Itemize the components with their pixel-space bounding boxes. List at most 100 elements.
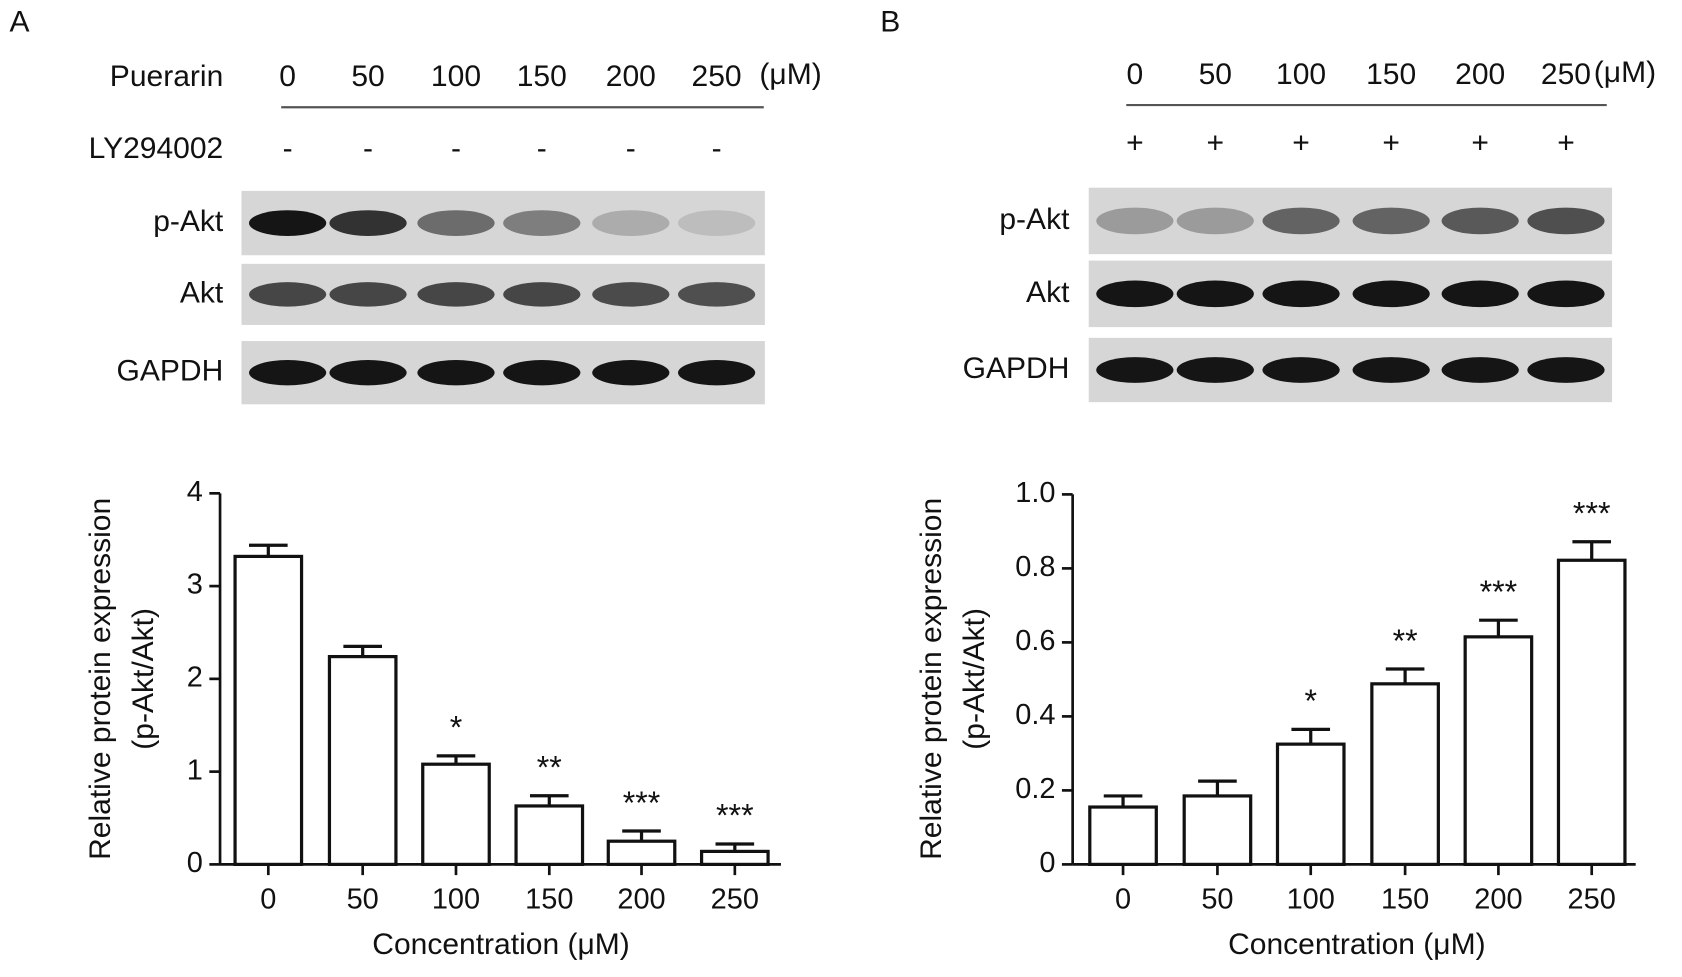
significance: * (450, 710, 463, 746)
y-tick-label: 1 (187, 754, 203, 786)
bar (514, 804, 585, 867)
bar (1463, 635, 1534, 867)
blot-band (503, 360, 581, 386)
treatment-value: 50 (1199, 58, 1232, 91)
significance: * (1304, 683, 1317, 719)
x-axis-label: Concentration (μM) (1228, 928, 1486, 961)
blot-band (417, 210, 495, 236)
treatment-value: + (1126, 127, 1144, 160)
panel-label: A (9, 6, 29, 39)
y-axis-label: (p-Akt/Akt) (958, 608, 991, 750)
treatment-value: 100 (431, 60, 481, 93)
blot-label: Akt (1026, 276, 1070, 309)
blot-band (1441, 207, 1519, 235)
significance: *** (1480, 574, 1518, 610)
blot-band (592, 210, 670, 236)
treatment-value: 200 (606, 60, 656, 93)
y-tick-label: 0 (187, 847, 203, 879)
blot-band (1096, 280, 1174, 308)
treatment-value: + (1292, 127, 1310, 160)
blot-band (1176, 280, 1254, 308)
blot-band (329, 282, 407, 307)
x-tick-label: 50 (1201, 883, 1233, 915)
blot-band (417, 360, 495, 386)
blot-band (329, 210, 407, 236)
x-tick-label: 150 (1381, 883, 1429, 915)
y-tick-label: 0.4 (1015, 699, 1055, 731)
x-tick-label: 250 (1568, 883, 1616, 915)
treatment-label: Puerarin (110, 60, 223, 93)
blot-band (1352, 357, 1430, 383)
blot-strip (1088, 260, 1613, 328)
blot-band (1352, 207, 1430, 235)
bar (699, 849, 770, 867)
bar (1370, 682, 1440, 867)
y-tick-label: 0 (1039, 847, 1055, 879)
x-tick-label: 200 (1474, 883, 1522, 915)
y-axis-label: (p-Akt/Akt) (127, 608, 160, 750)
blot-band (1441, 357, 1519, 383)
treatment-value: 150 (517, 60, 567, 93)
blot-band (249, 210, 327, 236)
blot-label: GAPDH (117, 355, 224, 388)
x-tick-label: 150 (525, 883, 573, 915)
blot-band (1262, 357, 1340, 383)
x-tick-label: 50 (347, 883, 379, 915)
treatment-value: 250 (1541, 58, 1591, 91)
blot-band (677, 210, 756, 236)
blot-band (503, 282, 581, 307)
blot-strip (1088, 187, 1613, 255)
treatment-unit: (μM) (759, 58, 821, 91)
x-tick-label: 100 (1287, 883, 1335, 915)
bar (1088, 805, 1158, 867)
bar (606, 839, 677, 867)
treatment-value: - (283, 132, 293, 165)
bar (1556, 558, 1627, 867)
x-tick-label: 200 (617, 883, 665, 915)
blot-band (677, 282, 756, 307)
blot-label: p-Akt (153, 205, 224, 238)
blot-band (249, 282, 327, 307)
treatment-value: - (537, 132, 547, 165)
blot-band (677, 360, 756, 386)
treatment-value: + (1471, 127, 1489, 160)
y-tick-label: 0.6 (1015, 625, 1055, 657)
blot-label: GAPDH (963, 352, 1070, 385)
x-tick-label: 100 (432, 883, 480, 915)
y-tick-label: 0.8 (1015, 551, 1055, 583)
treatment-value: 250 (692, 60, 742, 93)
blot-band (1527, 357, 1605, 383)
blot-strip (1088, 337, 1613, 403)
treatment-value: - (712, 132, 722, 165)
x-axis-label: Concentration (μM) (372, 928, 630, 961)
blot-band (1527, 280, 1605, 308)
significance: ** (537, 750, 563, 786)
treatment-value: + (1557, 127, 1575, 160)
blot-band (1176, 207, 1254, 235)
significance: *** (716, 798, 754, 834)
significance: *** (623, 785, 661, 821)
treatment-value: 0 (279, 60, 296, 93)
bar (421, 762, 491, 867)
y-axis-label: Relative protein expression (915, 498, 948, 860)
treatment-value: 0 (1126, 58, 1143, 91)
x-tick-label: 250 (711, 883, 759, 915)
blot-band (503, 210, 581, 236)
treatment-value: 50 (351, 60, 384, 93)
treatment-value: - (451, 132, 461, 165)
bar (1275, 742, 1346, 867)
blot-band (1352, 280, 1430, 308)
bar (327, 654, 398, 867)
blot-strip (241, 190, 765, 256)
blot-band (1262, 280, 1340, 308)
treatment-value: 200 (1455, 58, 1505, 91)
y-tick-label: 0.2 (1015, 773, 1055, 805)
treatment-value: 100 (1276, 58, 1326, 91)
y-tick-label: 2 (187, 662, 203, 694)
treatment-unit: (μM) (1594, 56, 1656, 89)
significance: ** (1393, 623, 1419, 659)
blot-band (592, 282, 670, 307)
blot-band (592, 360, 670, 386)
blot-band (249, 360, 327, 386)
